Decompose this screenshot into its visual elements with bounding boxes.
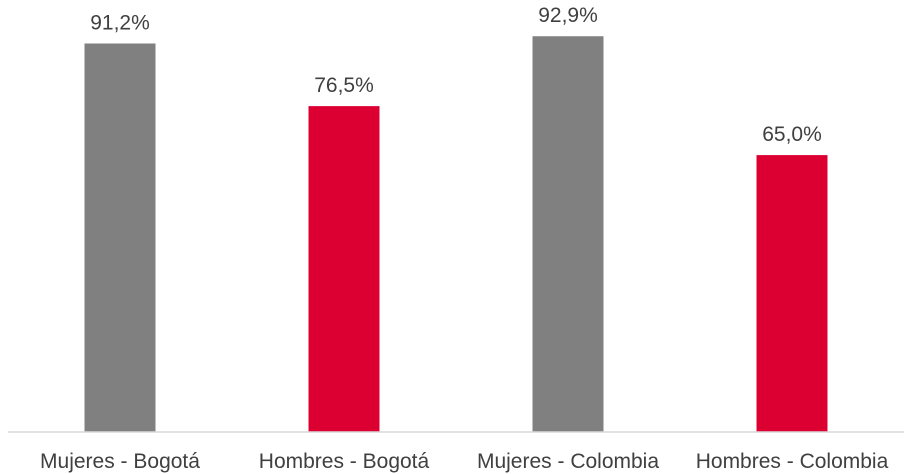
bar-4 (756, 155, 828, 432)
value-label-3: 92,9% (538, 4, 598, 27)
value-label-2: 76,5% (314, 74, 374, 97)
value-labels-group: 91,2% 76,5% 92,9% 65,0% (90, 4, 822, 146)
bar-3 (532, 36, 604, 432)
bars-group (84, 36, 828, 433)
value-label-4: 65,0% (762, 123, 822, 146)
value-label-1: 91,2% (90, 11, 150, 34)
category-label-4: Hombres - Colombia (696, 450, 889, 473)
category-label-2: Hombres - Bogotá (259, 450, 430, 473)
bar-1 (84, 43, 156, 432)
category-labels-group: Mujeres - Bogotá Hombres - Bogotá Mujeres … (40, 450, 889, 473)
bar-2 (308, 106, 380, 433)
category-label-3: Mujeres - Colombia (477, 450, 659, 473)
category-label-1: Mujeres - Bogotá (40, 450, 200, 473)
